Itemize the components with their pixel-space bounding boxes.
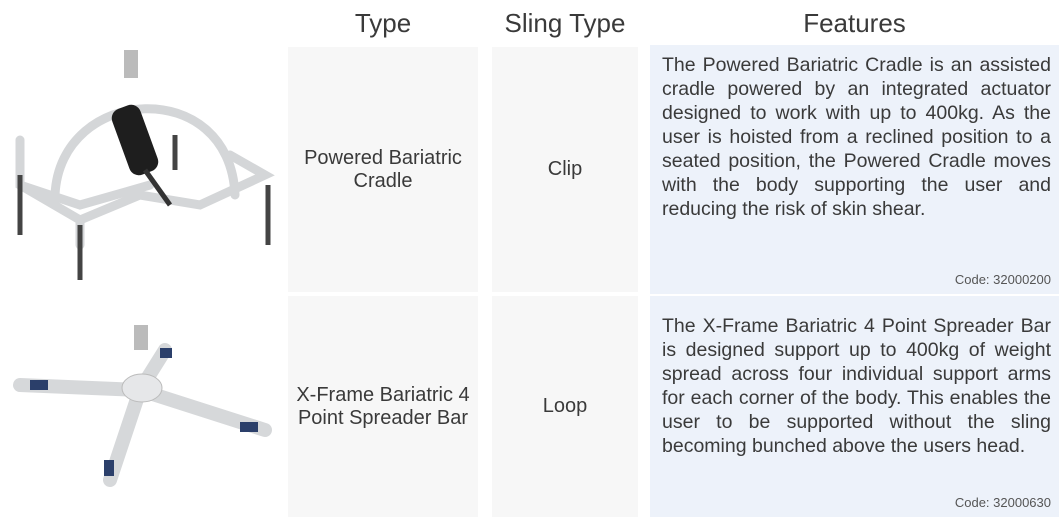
product-code: Code: 32000630 xyxy=(954,495,1051,510)
hook xyxy=(124,50,138,78)
row-separator xyxy=(650,294,1059,296)
sling-type-cell: Clip xyxy=(492,47,638,292)
actuator xyxy=(111,104,159,176)
header-features: Features xyxy=(803,8,906,38)
sling-type-cell: Loop xyxy=(492,296,638,517)
product-image xyxy=(13,325,272,487)
header-type: Type xyxy=(354,8,412,38)
features-cell: The X-Frame Bariatric 4 Point Spreader B… xyxy=(650,296,1059,517)
type-cell: Powered Bariatric Cradle xyxy=(288,47,478,292)
features-cell: The Powered Bariatric Cradle is an assis… xyxy=(650,45,1059,294)
product-code: Code: 32000200 xyxy=(954,272,1051,287)
product-image xyxy=(15,50,275,280)
features-text: The X-Frame Bariatric 4 Point Spreader B… xyxy=(662,315,1051,457)
header-sling-type: Sling Type xyxy=(504,8,626,38)
type-cell: X-Frame Bariatric 4 Point Spreader Bar xyxy=(288,296,478,517)
features-text: The Powered Bariatric Cradle is an assis… xyxy=(662,54,1051,220)
